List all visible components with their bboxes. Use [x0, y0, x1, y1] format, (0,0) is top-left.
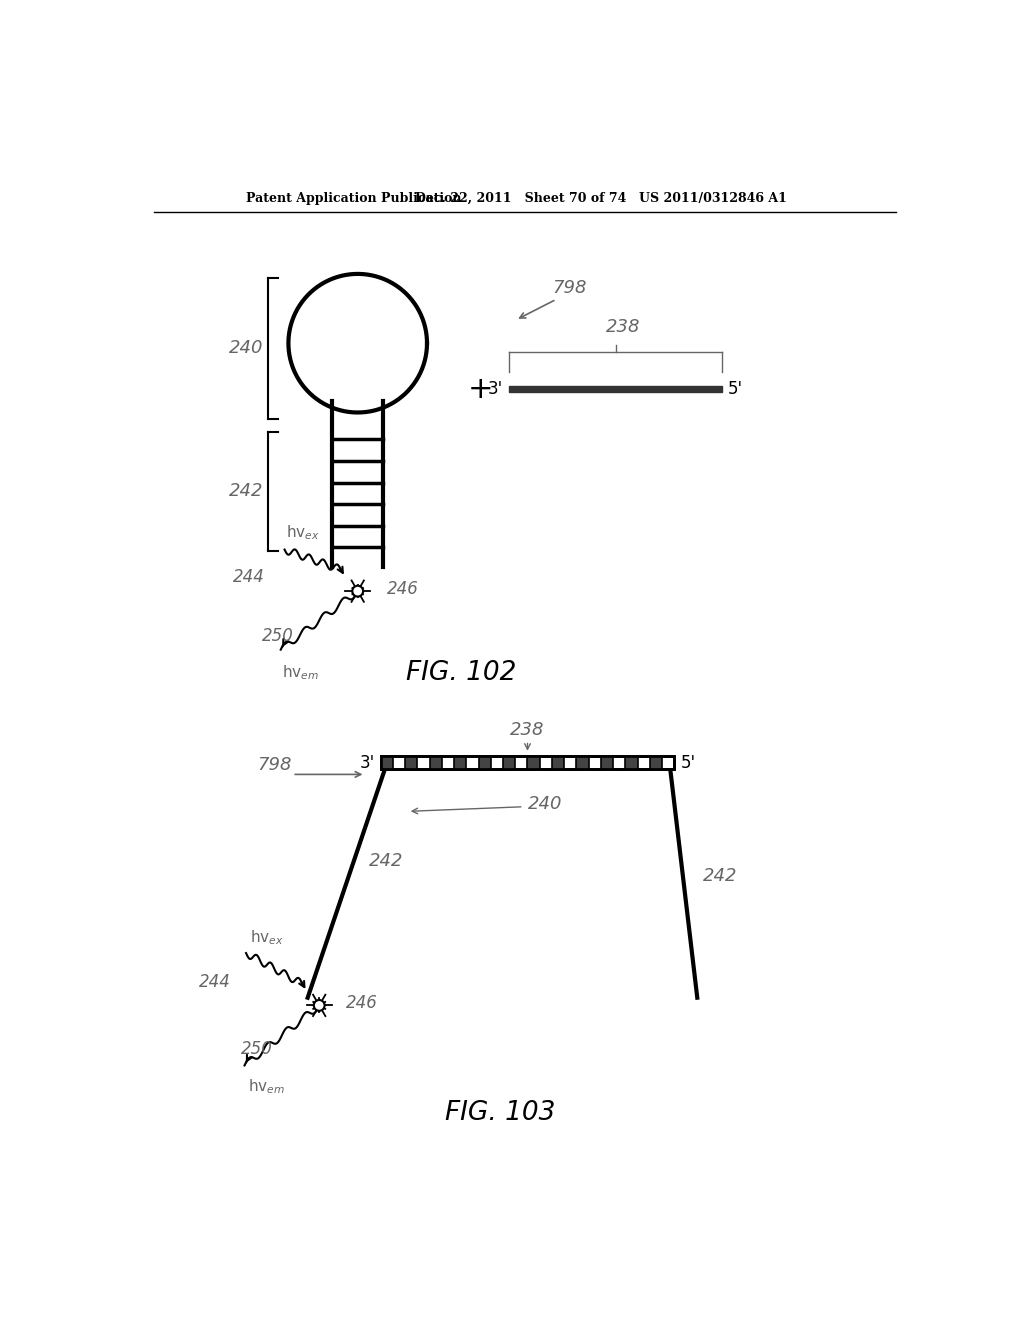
Text: 238: 238 [606, 318, 641, 335]
Bar [601, 756, 613, 770]
Text: 246: 246 [387, 579, 419, 598]
Text: 238: 238 [510, 721, 545, 739]
Bar [478, 756, 490, 770]
Text: 250: 250 [261, 627, 293, 644]
Bar [455, 756, 466, 770]
Text: 242: 242 [370, 851, 403, 870]
Text: 798: 798 [553, 279, 587, 297]
Circle shape [352, 586, 364, 597]
Text: hv$_{em}$: hv$_{em}$ [283, 664, 319, 682]
Bar [626, 756, 638, 770]
Text: 242: 242 [703, 867, 737, 884]
Bar [381, 756, 674, 770]
Bar [381, 756, 393, 770]
Text: hv$_{ex}$: hv$_{ex}$ [250, 928, 284, 946]
Bar [527, 756, 540, 770]
Bar [509, 385, 722, 392]
Text: 240: 240 [527, 795, 562, 813]
Text: 250: 250 [241, 1040, 272, 1057]
Text: 246: 246 [346, 994, 378, 1012]
Bar [650, 756, 662, 770]
Bar [406, 756, 418, 770]
Circle shape [313, 1001, 325, 1011]
Text: FIG. 102: FIG. 102 [407, 660, 517, 686]
Text: +: + [468, 375, 494, 404]
Text: 5': 5' [680, 754, 695, 772]
Text: 3': 3' [488, 380, 503, 399]
Text: 242: 242 [229, 482, 264, 500]
Text: FIG. 103: FIG. 103 [445, 1100, 555, 1126]
Bar [430, 756, 442, 770]
Bar [552, 756, 564, 770]
Text: US 2011/0312846 A1: US 2011/0312846 A1 [639, 191, 786, 205]
Text: 244: 244 [199, 973, 230, 991]
Text: 244: 244 [233, 568, 265, 586]
Text: hv$_{ex}$: hv$_{ex}$ [286, 523, 319, 543]
Text: 240: 240 [229, 339, 264, 356]
Text: Dec. 22, 2011   Sheet 70 of 74: Dec. 22, 2011 Sheet 70 of 74 [416, 191, 627, 205]
Text: 798: 798 [258, 756, 292, 774]
Bar [577, 756, 589, 770]
Text: hv$_{em}$: hv$_{em}$ [249, 1077, 286, 1096]
Text: 5': 5' [728, 380, 743, 399]
Bar [503, 756, 515, 770]
Bar [381, 756, 674, 770]
Text: Patent Application Publication: Patent Application Publication [246, 191, 462, 205]
Text: 3': 3' [359, 754, 375, 772]
